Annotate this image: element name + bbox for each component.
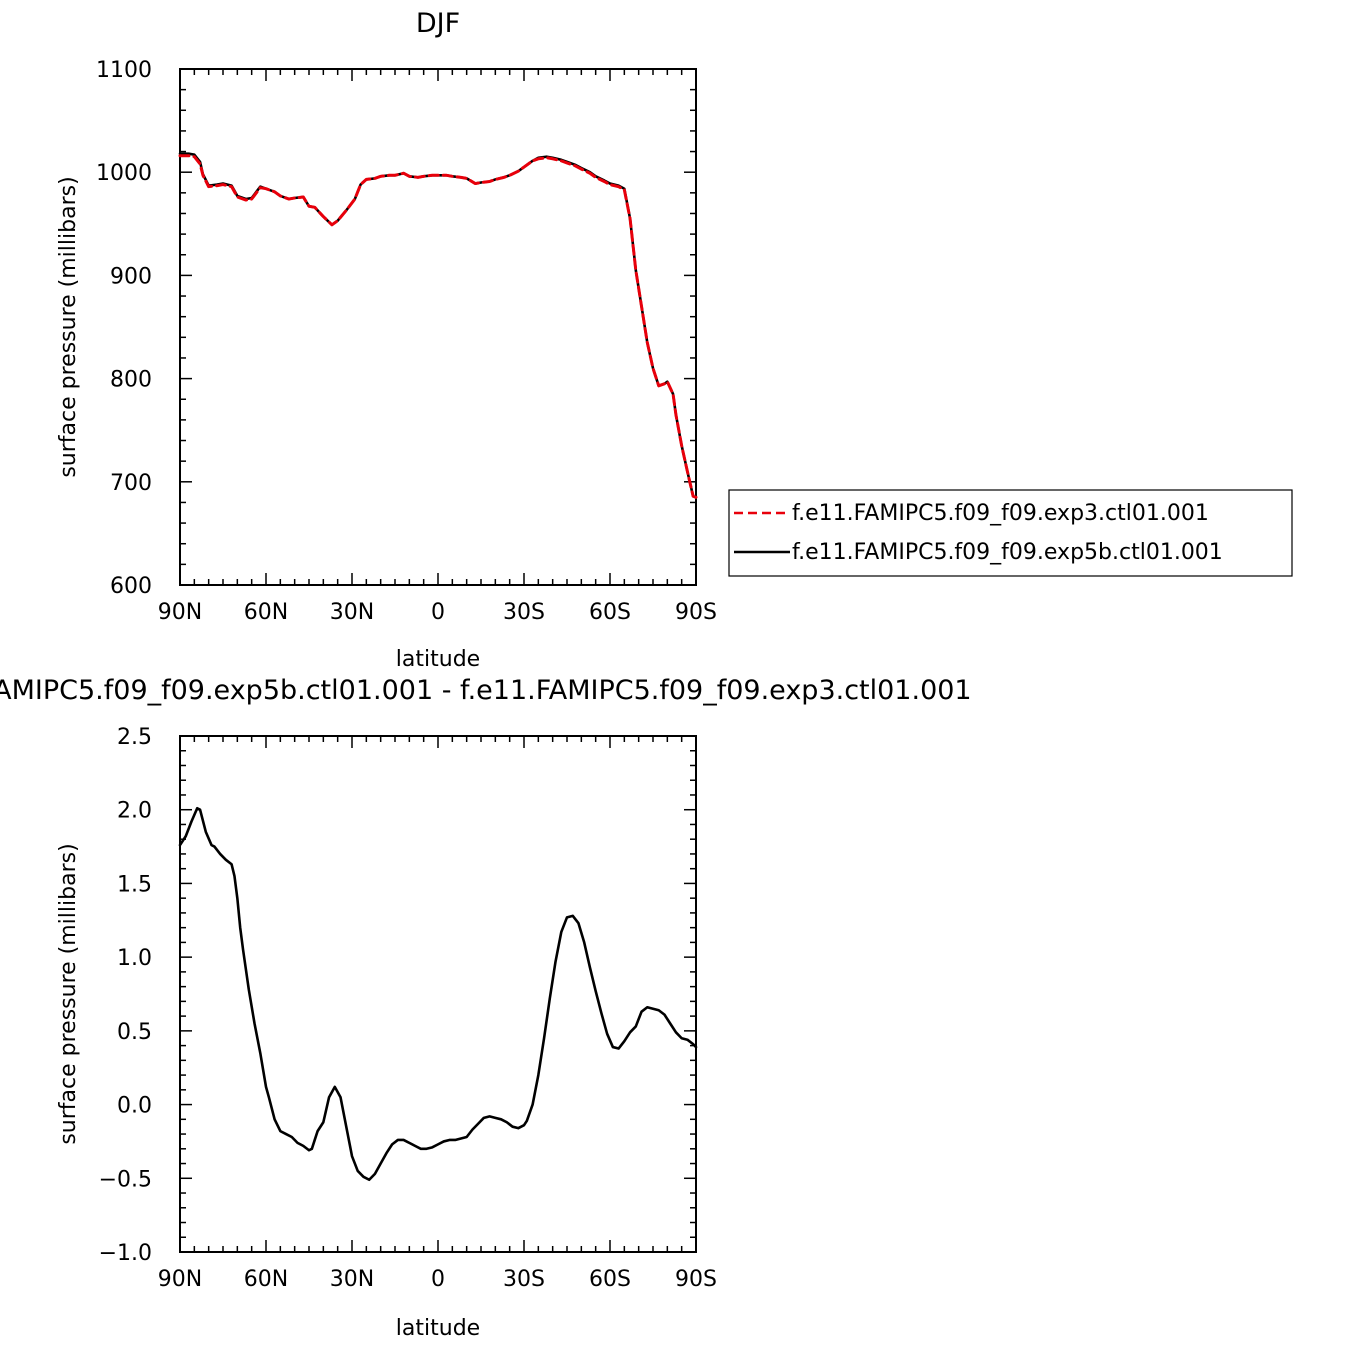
top-panel: DJF 90N 60N 30N 0 30S 60S 90S 600 700 800 900 1000…: [56, 8, 1293, 672]
top-series-line-0: [178, 154, 698, 499]
bottom-x-tick-label: 30N: [330, 1267, 374, 1292]
top-panel-title: DJF: [416, 8, 460, 39]
top-x-tick-label: 90N: [158, 600, 202, 625]
bottom-series-group: [178, 806, 698, 1182]
bottom-y-tick-label: −1.0: [99, 1241, 152, 1266]
bottom-y-tick-label: 0.0: [117, 1094, 152, 1119]
top-y-tick-label: 900: [110, 264, 152, 289]
top-x-tick-label: 0: [431, 600, 445, 625]
bottom-x-tick-label: 60N: [244, 1267, 288, 1292]
top-series-line-1: [178, 152, 698, 499]
top-y-tick-label: 1100: [96, 58, 152, 83]
top-x-tick-label: 90S: [675, 600, 717, 625]
bottom-y-tick-label: 2.5: [117, 725, 152, 750]
bottom-y-axis: −1.0 −0.5 0.0 0.5 1.0 1.5 2.0 2.5: [99, 725, 696, 1266]
bottom-y-tick-label: −0.5: [99, 1167, 152, 1192]
bottom-x-tick-label: 0: [431, 1267, 445, 1292]
top-series-group: [178, 152, 698, 499]
legend-label-exp3: f.e11.FAMIPC5.f09_f09.exp3.ctl01.001: [792, 501, 1209, 526]
top-x-tick-label: 60S: [589, 600, 631, 625]
bottom-x-tick-label: 90S: [675, 1267, 717, 1292]
legend-box: [728, 489, 1293, 577]
top-y-tick-label: 600: [110, 574, 152, 599]
bottom-x-tick-label: 60S: [589, 1267, 631, 1292]
bottom-x-tick-label: 30S: [503, 1267, 545, 1292]
top-y-tick-label: 800: [110, 368, 152, 393]
bottom-y-tick-label: 2.0: [117, 799, 152, 824]
top-plot-area: 90N 60N 30N 0 30S 60S 90S 600 700 800 900 1000 1100: [96, 58, 717, 625]
bottom-series-line-0: [178, 806, 698, 1182]
bottom-panel: f.e11.FAMIPC5.f09_f09.exp5b.ctl01.001 - …: [0, 675, 972, 1341]
top-y-axis-label: surface pressure (millibars): [56, 176, 81, 477]
bottom-x-axis: 90N 60N 30N 0 30S 60S 90S: [158, 736, 717, 1292]
top-x-axis: 90N 60N 30N 0 30S 60S 90S: [158, 69, 717, 625]
top-x-tick-label: 30S: [503, 600, 545, 625]
bottom-x-tick-label: 90N: [158, 1267, 202, 1292]
legend-label-exp5b: f.e11.FAMIPC5.f09_f09.exp5b.ctl01.001: [792, 540, 1223, 565]
bottom-plot-area: 90N 60N 30N 0 30S 60S 90S −1.0 −0.5 0.0 0.5 1.0 1.5…: [99, 725, 717, 1292]
top-plot-frame: [179, 68, 697, 586]
top-x-tick-label: 60N: [244, 600, 288, 625]
bottom-y-tick-label: 1.5: [117, 872, 152, 897]
top-x-tick-label: 30N: [330, 600, 374, 625]
top-y-tick-label: 1000: [96, 161, 152, 186]
top-y-tick-label: 700: [110, 471, 152, 496]
bottom-y-axis-label: surface pressure (millibars): [56, 843, 81, 1144]
bottom-y-tick-label: 0.5: [117, 1020, 152, 1045]
bottom-panel-title: f.e11.FAMIPC5.f09_f09.exp5b.ctl01.001 - …: [0, 675, 972, 706]
bottom-plot-frame: [179, 735, 697, 1253]
bottom-x-axis-label: latitude: [396, 1316, 480, 1341]
bottom-y-tick-label: 1.0: [117, 946, 152, 971]
top-x-axis-label: latitude: [396, 647, 480, 672]
top-y-axis: 600 700 800 900 1000 1100: [96, 58, 696, 599]
legend: f.e11.FAMIPC5.f09_f09.exp3.ctl01.001 f.e…: [728, 489, 1293, 577]
